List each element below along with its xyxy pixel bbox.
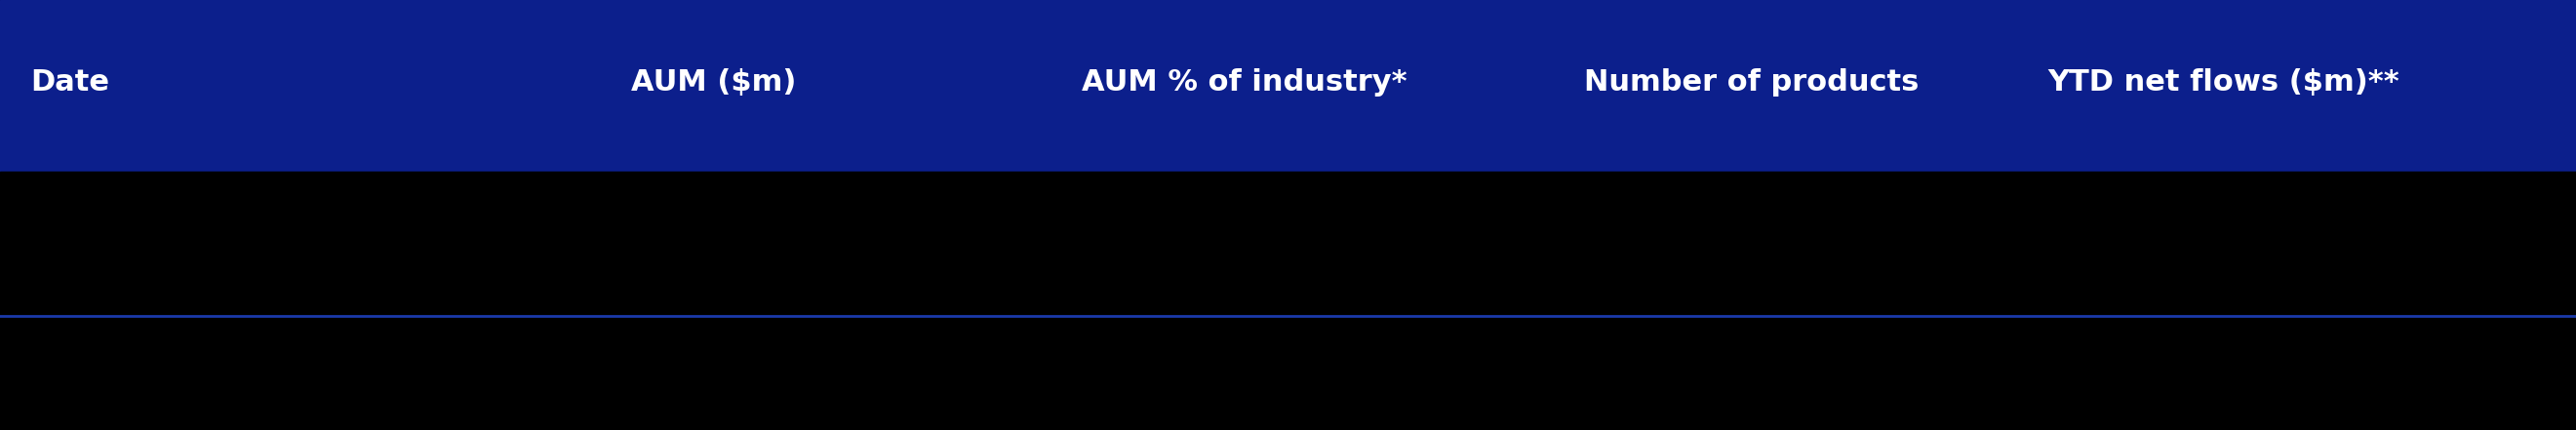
Bar [0, 316, 2576, 430]
Text: AUM % of industry*: AUM % of industry* [1082, 68, 1406, 97]
Bar [0, 0, 2576, 172]
Bar [0, 172, 2576, 316]
Text: Date: Date [31, 68, 111, 97]
Text: AUM ($m): AUM ($m) [631, 68, 796, 97]
Text: YTD net flows ($m)**: YTD net flows ($m)** [2048, 68, 2401, 97]
Text: Number of products: Number of products [1584, 68, 1919, 97]
